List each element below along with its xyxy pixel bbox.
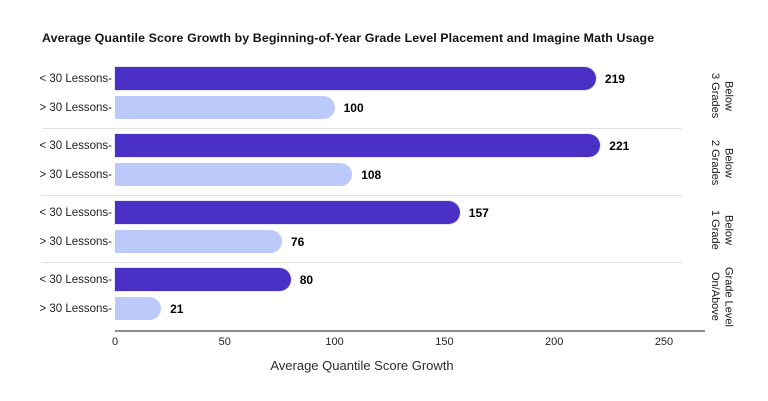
facet-label-line: 2 Grades — [708, 139, 721, 186]
facet-label-line: Below — [722, 80, 735, 111]
bar-value-label: 80 — [299, 272, 314, 287]
bar-value-label: 108 — [361, 167, 382, 182]
y-tick-label: < 30 Lessons- — [39, 72, 112, 85]
bar-gt30-lessons — [115, 297, 162, 320]
bar-row: < 30 Lessons- 80 — [0, 268, 768, 291]
facet-label: 3 Grades Below — [707, 62, 735, 129]
bar-group-3-grades-below: < 30 Lessons- 219 > 30 Lessons- 100 3 Gr… — [0, 62, 768, 129]
bar-value-label: 157 — [468, 205, 489, 220]
bar-row: < 30 Lessons- 221 — [0, 134, 768, 157]
chart-title: Average Quantile Score Growth by Beginni… — [42, 31, 655, 45]
bar-lt30-lessons — [115, 134, 601, 157]
bar-group-1-grade-below: < 30 Lessons- 157 > 30 Lessons- 76 1 Gra… — [0, 196, 768, 263]
plot-area: < 30 Lessons- 219 > 30 Lessons- 100 3 Gr… — [0, 62, 768, 330]
bar-value-label: 76 — [290, 234, 305, 249]
y-tick-label: > 30 Lessons- — [39, 235, 112, 248]
group-separator — [42, 195, 682, 196]
facet-label-line: On/Above — [708, 272, 721, 321]
bar-value-label: 100 — [343, 100, 364, 115]
bar-value-label: 219 — [604, 71, 625, 86]
x-tick-label: 200 — [545, 336, 564, 348]
facet-label: 2 Grades Below — [707, 129, 735, 196]
bar-row: > 30 Lessons- 108 — [0, 163, 768, 186]
bar-row: > 30 Lessons- 21 — [0, 297, 768, 320]
bar-lt30-lessons — [115, 201, 460, 224]
bar-row: < 30 Lessons- 157 — [0, 201, 768, 224]
bar-row: > 30 Lessons- 76 — [0, 230, 768, 253]
x-tick-label: 250 — [654, 336, 674, 348]
y-tick-label: < 30 Lessons- — [39, 139, 112, 152]
x-axis-title: Average Quantile Score Growth — [270, 358, 454, 373]
facet-label: 1 Grade Below — [707, 196, 735, 263]
bar-lt30-lessons — [115, 67, 596, 90]
group-separator — [42, 128, 682, 129]
facet-label-line: 1 Grade — [708, 209, 721, 250]
x-tick-label: 100 — [325, 336, 344, 348]
y-tick-label: > 30 Lessons- — [39, 168, 112, 181]
facet-label-line: Below — [722, 147, 735, 178]
x-tick-label: 0 — [111, 336, 119, 348]
bar-value-label: 221 — [609, 138, 630, 153]
bar-row: < 30 Lessons- 219 — [0, 67, 768, 90]
bar-gt30-lessons — [115, 163, 353, 186]
bar-gt30-lessons — [115, 96, 335, 119]
y-tick-label: < 30 Lessons- — [39, 273, 112, 286]
x-tick-label: 150 — [435, 336, 454, 348]
bar-value-label: 21 — [170, 301, 184, 316]
facet-label: On/Above Grade Level — [707, 263, 735, 330]
x-axis-line — [115, 330, 705, 332]
group-separator — [42, 262, 682, 263]
y-tick-label: > 30 Lessons- — [39, 302, 112, 315]
facet-label-line: Grade Level — [722, 266, 735, 327]
facet-label-line: Below — [722, 214, 735, 245]
bar-gt30-lessons — [115, 230, 282, 253]
x-tick-label: 50 — [218, 336, 231, 348]
bar-group-on-above-grade-level: < 30 Lessons- 80 > 30 Lessons- 21 On/Abo… — [0, 263, 768, 330]
y-tick-label: < 30 Lessons- — [39, 206, 112, 219]
bar-lt30-lessons — [115, 268, 291, 291]
bar-group-2-grades-below: < 30 Lessons- 221 > 30 Lessons- 108 2 Gr… — [0, 129, 768, 196]
y-tick-label: > 30 Lessons- — [39, 101, 112, 114]
facet-label-line: 3 Grades — [708, 72, 721, 119]
bar-row: > 30 Lessons- 100 — [0, 96, 768, 119]
